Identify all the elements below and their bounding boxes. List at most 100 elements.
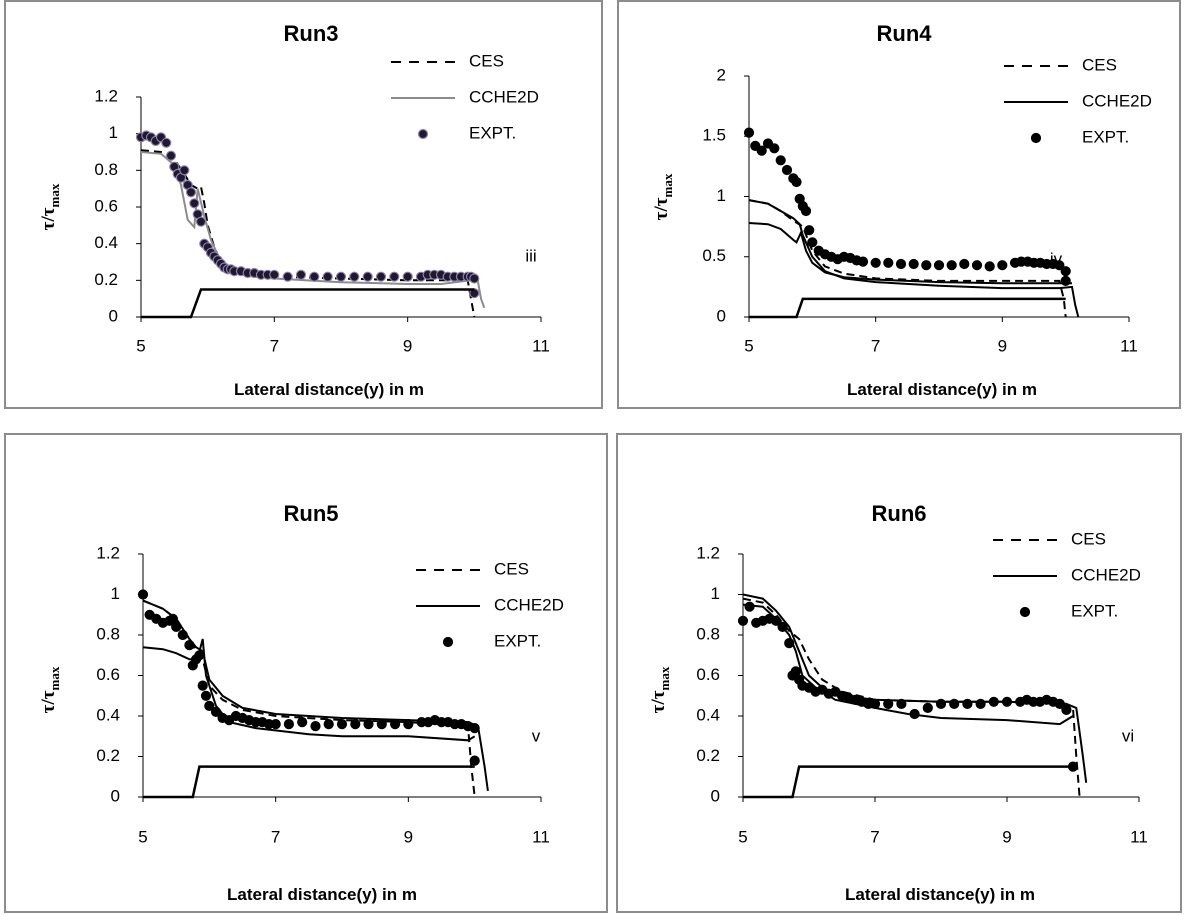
y-tick-label: 1.5 bbox=[702, 126, 726, 145]
panel-tag: v bbox=[532, 726, 541, 745]
y-tick-label: 0.2 bbox=[696, 746, 720, 765]
chart-panel-run3: Run3 0 0.2 0.4 0.6 0.8 1 1.2 5 7 9 11 Lateral distan… bbox=[4, 0, 603, 409]
x-tick-label: 11 bbox=[532, 827, 550, 846]
data-point-expt bbox=[949, 698, 960, 709]
data-point-expt bbox=[282, 271, 293, 282]
data-point-expt bbox=[161, 137, 172, 148]
x-tick-label: 9 bbox=[404, 827, 413, 846]
legend-label-cche2d: CCHE2D bbox=[469, 87, 539, 106]
y-axis-label: τ/τmax bbox=[38, 183, 62, 230]
y-axis-label-sub: max bbox=[47, 183, 62, 207]
y-tick-label: 1 bbox=[711, 584, 720, 603]
y-tick-label: 0.4 bbox=[696, 705, 720, 724]
data-point-expt bbox=[270, 719, 281, 730]
y-tick-label: 0.6 bbox=[96, 665, 120, 684]
data-point-expt bbox=[896, 698, 907, 709]
data-point-expt bbox=[800, 205, 812, 217]
data-point-expt bbox=[883, 257, 894, 268]
data-point-expt bbox=[857, 256, 869, 267]
panel-tag: iii bbox=[525, 246, 536, 265]
data-point-expt bbox=[283, 719, 294, 730]
data-point-expt bbox=[869, 698, 881, 709]
x-tick-label: 7 bbox=[271, 827, 280, 846]
data-point-expt bbox=[469, 273, 480, 284]
y-axis-label-main: τ/τ bbox=[651, 197, 672, 220]
data-point-expt bbox=[975, 698, 986, 709]
data-point-expt bbox=[1061, 704, 1072, 715]
y-tick-label: 0.8 bbox=[96, 624, 120, 643]
legend-label-ces: CES bbox=[469, 51, 504, 70]
data-point-expt bbox=[389, 271, 400, 282]
data-point-expt bbox=[310, 721, 321, 732]
data-point-expt bbox=[737, 615, 749, 626]
data-point-expt bbox=[375, 271, 387, 282]
series-line-cche2d bbox=[140, 151, 486, 309]
x-tick-label: 11 bbox=[1120, 336, 1138, 355]
data-point-expt bbox=[959, 258, 970, 270]
data-point-expt bbox=[909, 708, 920, 720]
y-tick-label: 1.2 bbox=[94, 86, 118, 105]
y-tick-label: 0 bbox=[711, 786, 720, 805]
chart-svg-run5: Run5 0 0.2 0.4 0.6 0.8 1 1.2 5 7 9 11 Lateral distan… bbox=[38, 501, 564, 904]
y-tick-label: 1 bbox=[109, 123, 118, 142]
y-tick-label: 0 bbox=[109, 306, 118, 325]
x-tick-label: 5 bbox=[738, 827, 747, 846]
series-line-ces bbox=[140, 149, 476, 318]
data-point-expt bbox=[200, 690, 212, 701]
data-point-expt bbox=[171, 621, 182, 632]
data-point-expt bbox=[744, 601, 755, 612]
data-point-expt bbox=[350, 719, 361, 730]
legend-swatch-expt bbox=[417, 128, 429, 140]
data-point-expt bbox=[807, 237, 818, 248]
data-point-expt bbox=[403, 719, 414, 730]
y-tick-label: 0.4 bbox=[94, 233, 118, 252]
data-point-expt bbox=[137, 589, 149, 600]
data-point-expt bbox=[922, 702, 933, 713]
y-axis-label-main: τ/τ bbox=[648, 690, 669, 713]
legend-label-cche2d: CCHE2D bbox=[494, 595, 564, 614]
data-point-expt bbox=[895, 258, 907, 270]
data-point-expt bbox=[197, 680, 208, 691]
y-tick-label: 1 bbox=[111, 584, 120, 603]
chart-title: Run5 bbox=[284, 501, 339, 526]
data-point-expt bbox=[177, 629, 188, 641]
x-axis-label: Lateral distance(y) in m bbox=[847, 380, 1037, 399]
bed-profile-line bbox=[749, 297, 1066, 319]
chart-svg-run3: Run3 0 0.2 0.4 0.6 0.8 1 1.2 5 7 9 11 Lateral distan… bbox=[38, 21, 550, 399]
data-point-expt bbox=[402, 271, 413, 282]
data-point-expt bbox=[323, 719, 334, 730]
data-point-expt bbox=[362, 271, 373, 282]
x-tick-label: 9 bbox=[403, 336, 412, 355]
series-line-cche2d bbox=[742, 603, 1074, 726]
data-point-expt bbox=[791, 176, 802, 188]
data-point-expt bbox=[1001, 696, 1013, 707]
data-point-expt bbox=[194, 650, 205, 661]
data-point-expt bbox=[781, 164, 793, 176]
y-axis-label-main: τ/τ bbox=[38, 207, 59, 230]
legend-label-ces: CES bbox=[1082, 55, 1117, 74]
data-point-expt bbox=[770, 615, 782, 626]
x-tick-label: 9 bbox=[998, 336, 1007, 355]
legend-label-ces: CES bbox=[1071, 529, 1106, 548]
legend-swatch-expt bbox=[442, 636, 454, 648]
panel-tag: vi bbox=[1122, 726, 1134, 745]
data-point-expt bbox=[189, 198, 200, 209]
data-point-expt bbox=[933, 260, 945, 271]
data-point-expt bbox=[756, 145, 767, 156]
chart-panel-run4: Run4 0 0.5 1 1.5 2 5 7 9 11 Lateral distance(y) in… bbox=[617, 0, 1181, 409]
x-tick-label: 5 bbox=[744, 336, 753, 355]
bed-profile-line bbox=[141, 288, 475, 319]
x-tick-label: 11 bbox=[1130, 827, 1148, 846]
data-point-expt bbox=[469, 755, 480, 766]
data-point-expt bbox=[775, 155, 786, 166]
y-tick-label: 0.2 bbox=[94, 270, 118, 289]
y-tick-label: 1 bbox=[717, 186, 726, 205]
x-tick-label: 5 bbox=[136, 336, 145, 355]
x-tick-label: 11 bbox=[532, 336, 550, 355]
x-axis-label: Lateral distance(y) in m bbox=[227, 885, 417, 904]
x-axis-label: Lateral distance(y) in m bbox=[234, 380, 424, 399]
chart-panel-run5: Run5 0 0.2 0.4 0.6 0.8 1 1.2 5 7 9 11 Lateral distan… bbox=[4, 433, 608, 913]
y-axis-label-sub: max bbox=[660, 173, 675, 197]
series-line-cche2d bbox=[748, 222, 1072, 285]
data-point-expt bbox=[469, 723, 480, 734]
